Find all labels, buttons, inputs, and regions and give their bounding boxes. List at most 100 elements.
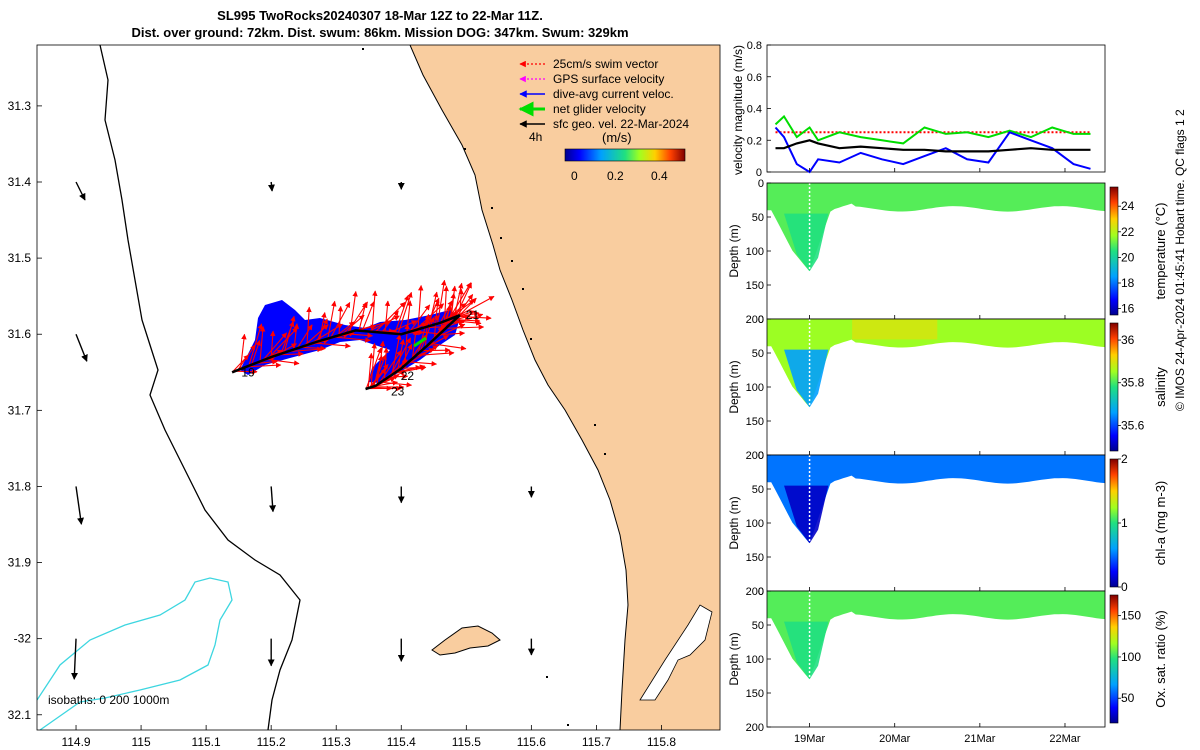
- swim-vector: [436, 323, 466, 338]
- colorbar-tick-label: 24: [1121, 199, 1135, 213]
- waypoint-label: 19: [241, 365, 255, 379]
- swim-vector: [443, 285, 449, 322]
- section-ylabel: Depth (m): [727, 496, 741, 549]
- swim-vector: [349, 290, 358, 333]
- swim-vector: [433, 300, 440, 340]
- map-xtick-label: 115.8: [647, 735, 676, 749]
- section-colorbar: [1109, 594, 1119, 724]
- swim-vector: [371, 290, 378, 332]
- section-panel-2: 0 50 100 150 200 Depth (m) 0 1 2 chl-a (mg m-3): [727, 450, 1168, 598]
- colorbar-tick-label: 1: [1121, 516, 1128, 530]
- colorbar-tick-label: 50: [1121, 691, 1135, 705]
- svg-text:dive-avg current veloc.: dive-avg current veloc.: [553, 87, 674, 101]
- swim-vector: [370, 342, 377, 388]
- section-deep-water: [784, 213, 829, 272]
- credit-line: © IMOS 24-Apr-2024 01:45:41 Hobart time.…: [1173, 109, 1187, 411]
- swim-vector: [287, 346, 323, 353]
- section-variable-label: Ox. sat. ratio (%): [1153, 610, 1168, 708]
- section-deep-water: [784, 349, 829, 408]
- colorbar-tick: 0.2: [607, 169, 624, 183]
- map-ytick-label: 31.4: [8, 175, 32, 189]
- isobaths-label: isobaths: 0 200 1000m: [48, 693, 169, 707]
- map-xtick-label: 115.7: [582, 735, 611, 749]
- swim-vector: [296, 324, 313, 349]
- section-panel-3: 0 50 100 150 200 Depth (m) 50 100 150 Ox. sat. ra…: [727, 586, 1168, 734]
- swim-vector: [369, 368, 387, 388]
- swim-vector: [368, 363, 389, 389]
- svg-text:25cm/s swim vector: 25cm/s swim vector: [553, 57, 658, 71]
- section-panel-1: 0 50 100 150 200 Depth (m) 35.6 35.8 36 salinity: [727, 314, 1168, 462]
- section-ytick-label: 200: [746, 450, 764, 462]
- map-y-axis: 31.3 31.4 31.5 31.6 31.7 31.8 31.9 -32 32.1: [8, 99, 42, 722]
- section-deep-water: [784, 485, 829, 544]
- section-ylabel: Depth (m): [727, 360, 741, 413]
- time-axis-label: 21Mar: [964, 733, 996, 745]
- map-xtick-label: 115: [132, 735, 151, 749]
- estuary: [639, 604, 713, 701]
- isobath-200m: [99, 45, 301, 730]
- swim-vector: [309, 323, 343, 345]
- section-ytick-label: 0: [758, 450, 764, 462]
- map-ytick-label: -32: [14, 632, 32, 646]
- swim-vector: [358, 302, 368, 331]
- geo-vector: [75, 486, 84, 525]
- map-ytick-label: 31.3: [8, 99, 32, 113]
- waypoint-label: 22: [401, 369, 415, 383]
- map-ytick-label: 31.9: [8, 556, 32, 570]
- map-ytick-label: 31.7: [8, 403, 32, 417]
- velocity-ytick-label: 0.2: [747, 135, 762, 147]
- waypoint-label: 21: [466, 308, 480, 322]
- map-ytick-label: 31.6: [8, 327, 32, 341]
- velocity-line-sfc-geo-vel-: [775, 139, 1091, 153]
- glider-track: [231, 314, 461, 391]
- isobath-1000m: [37, 577, 233, 730]
- map-xtick-label: 114.9: [61, 735, 90, 749]
- section-colorbar: [1109, 322, 1119, 452]
- chart-title-line1: SL995 TwoRocks20240307 18-Mar 12Z to 22-…: [217, 8, 543, 23]
- section-ytick-label: 50: [752, 348, 764, 360]
- section-ytick-label: 0: [758, 314, 764, 326]
- waypoint-label: 23: [391, 384, 405, 398]
- section-ytick-label: 50: [752, 620, 764, 632]
- swim-vector: [246, 362, 282, 369]
- swim-vector: [374, 380, 399, 387]
- map-x-axis: 114.9 115 115.1 115.2 115.3 115.4 115.5 115.6 11…: [61, 725, 676, 749]
- colorbar-tick-label: 35.6: [1121, 418, 1145, 432]
- map-xtick-label: 115.5: [452, 735, 481, 749]
- map-frame: [36, 44, 721, 731]
- section-ylabel: Depth (m): [727, 224, 741, 277]
- swim-vector: [327, 300, 337, 339]
- section-panel-0: 0 50 100 150 200 Depth (m) 16 18 20 22 24 temperatu…: [727, 178, 1168, 326]
- section-ytick-label: 200: [746, 586, 764, 598]
- map-xtick-label: 115.4: [387, 735, 416, 749]
- swim-vector: [344, 332, 373, 339]
- swim-vector: [393, 365, 427, 375]
- swim-vector: [239, 333, 247, 370]
- swim-vector: [262, 332, 288, 361]
- velocity-ytick-label: 0: [756, 167, 762, 179]
- velocity-panel: 0 0.2 0.4 0.6 0.8 velocity magnitude (m/s): [731, 40, 1106, 179]
- geostrophic-vectors: [70, 181, 535, 680]
- velocity-ytick-label: 0.4: [747, 104, 762, 116]
- colorbar-tick-label: 0: [1121, 580, 1128, 594]
- swim-vector: [455, 318, 481, 324]
- section-variable-label: chl-a (mg m-3): [1153, 481, 1168, 566]
- section-fill: [767, 319, 1105, 407]
- swim-vector: [318, 312, 327, 342]
- velocity-ytick-label: 0.6: [747, 72, 762, 84]
- section-variable-label: salinity: [1153, 367, 1168, 407]
- map-legend: 25cm/s swim vector GPS surface velocity …: [518, 57, 689, 183]
- swim-vector: [333, 336, 371, 343]
- swim-vector: [429, 342, 467, 351]
- swim-vector: [448, 313, 484, 327]
- legend-item-geo: sfc geo. vel. 22-Mar-2024: [519, 117, 689, 131]
- swim-vector: [384, 300, 391, 333]
- colorbar-tick-label: 22: [1121, 225, 1135, 239]
- section-colorbar: [1109, 186, 1119, 316]
- swim-vector: [337, 305, 344, 336]
- swim-vector: [378, 350, 402, 384]
- map-xtick-label: 115.6: [517, 735, 546, 749]
- section-deep-water: [784, 621, 829, 680]
